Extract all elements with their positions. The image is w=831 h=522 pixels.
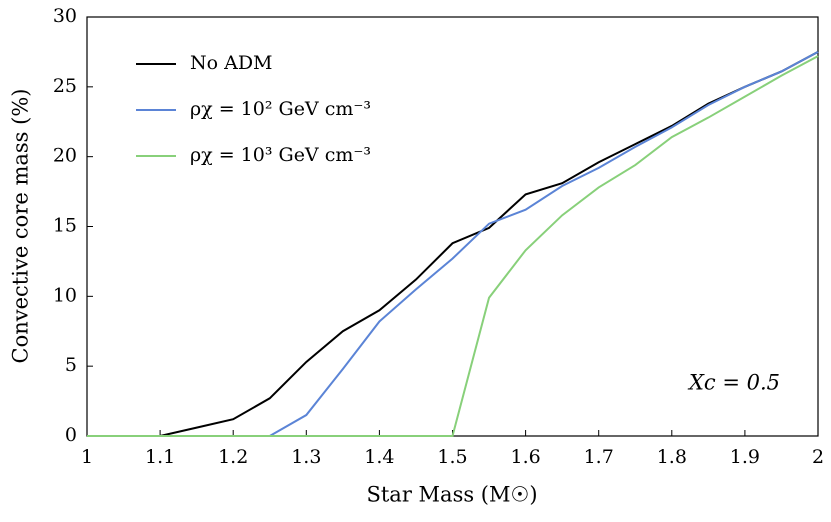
y-tick-label: 25 <box>53 75 77 97</box>
y-tick-label: 30 <box>53 5 77 27</box>
y-tick-label: 5 <box>65 354 77 376</box>
x-tick-label: 1.5 <box>437 446 467 468</box>
annotation: Xc = 0.5 <box>687 371 780 395</box>
series-line <box>87 51 819 437</box>
x-axis-label: Star Mass (M☉) <box>366 483 537 507</box>
legend-label: ρχ = 10² GeV cm⁻³ <box>190 98 371 120</box>
legend-label: ρχ = 10³ GeV cm⁻³ <box>190 144 371 166</box>
x-tick-label: 1.3 <box>291 446 321 468</box>
legend-label: No ADM <box>190 52 273 74</box>
y-axis-label: Convective core mass (%) <box>9 89 33 364</box>
series-line <box>87 55 819 437</box>
x-tick-label: 1.4 <box>364 446 394 468</box>
x-tick-label: 1.1 <box>145 446 175 468</box>
x-tick-label: 1.2 <box>218 446 248 468</box>
x-tick-label: 1.9 <box>730 446 760 468</box>
y-tick-label: 15 <box>53 215 77 237</box>
y-tick-label: 0 <box>65 424 77 446</box>
y-tick-label: 20 <box>53 145 77 167</box>
x-tick-label: 1.8 <box>657 446 687 468</box>
x-tick-label: 1 <box>81 446 93 468</box>
x-tick-label: 1.7 <box>584 446 614 468</box>
x-tick-label: 1.6 <box>510 446 540 468</box>
x-tick-label: 2 <box>812 446 824 468</box>
y-tick-label: 10 <box>53 284 77 306</box>
